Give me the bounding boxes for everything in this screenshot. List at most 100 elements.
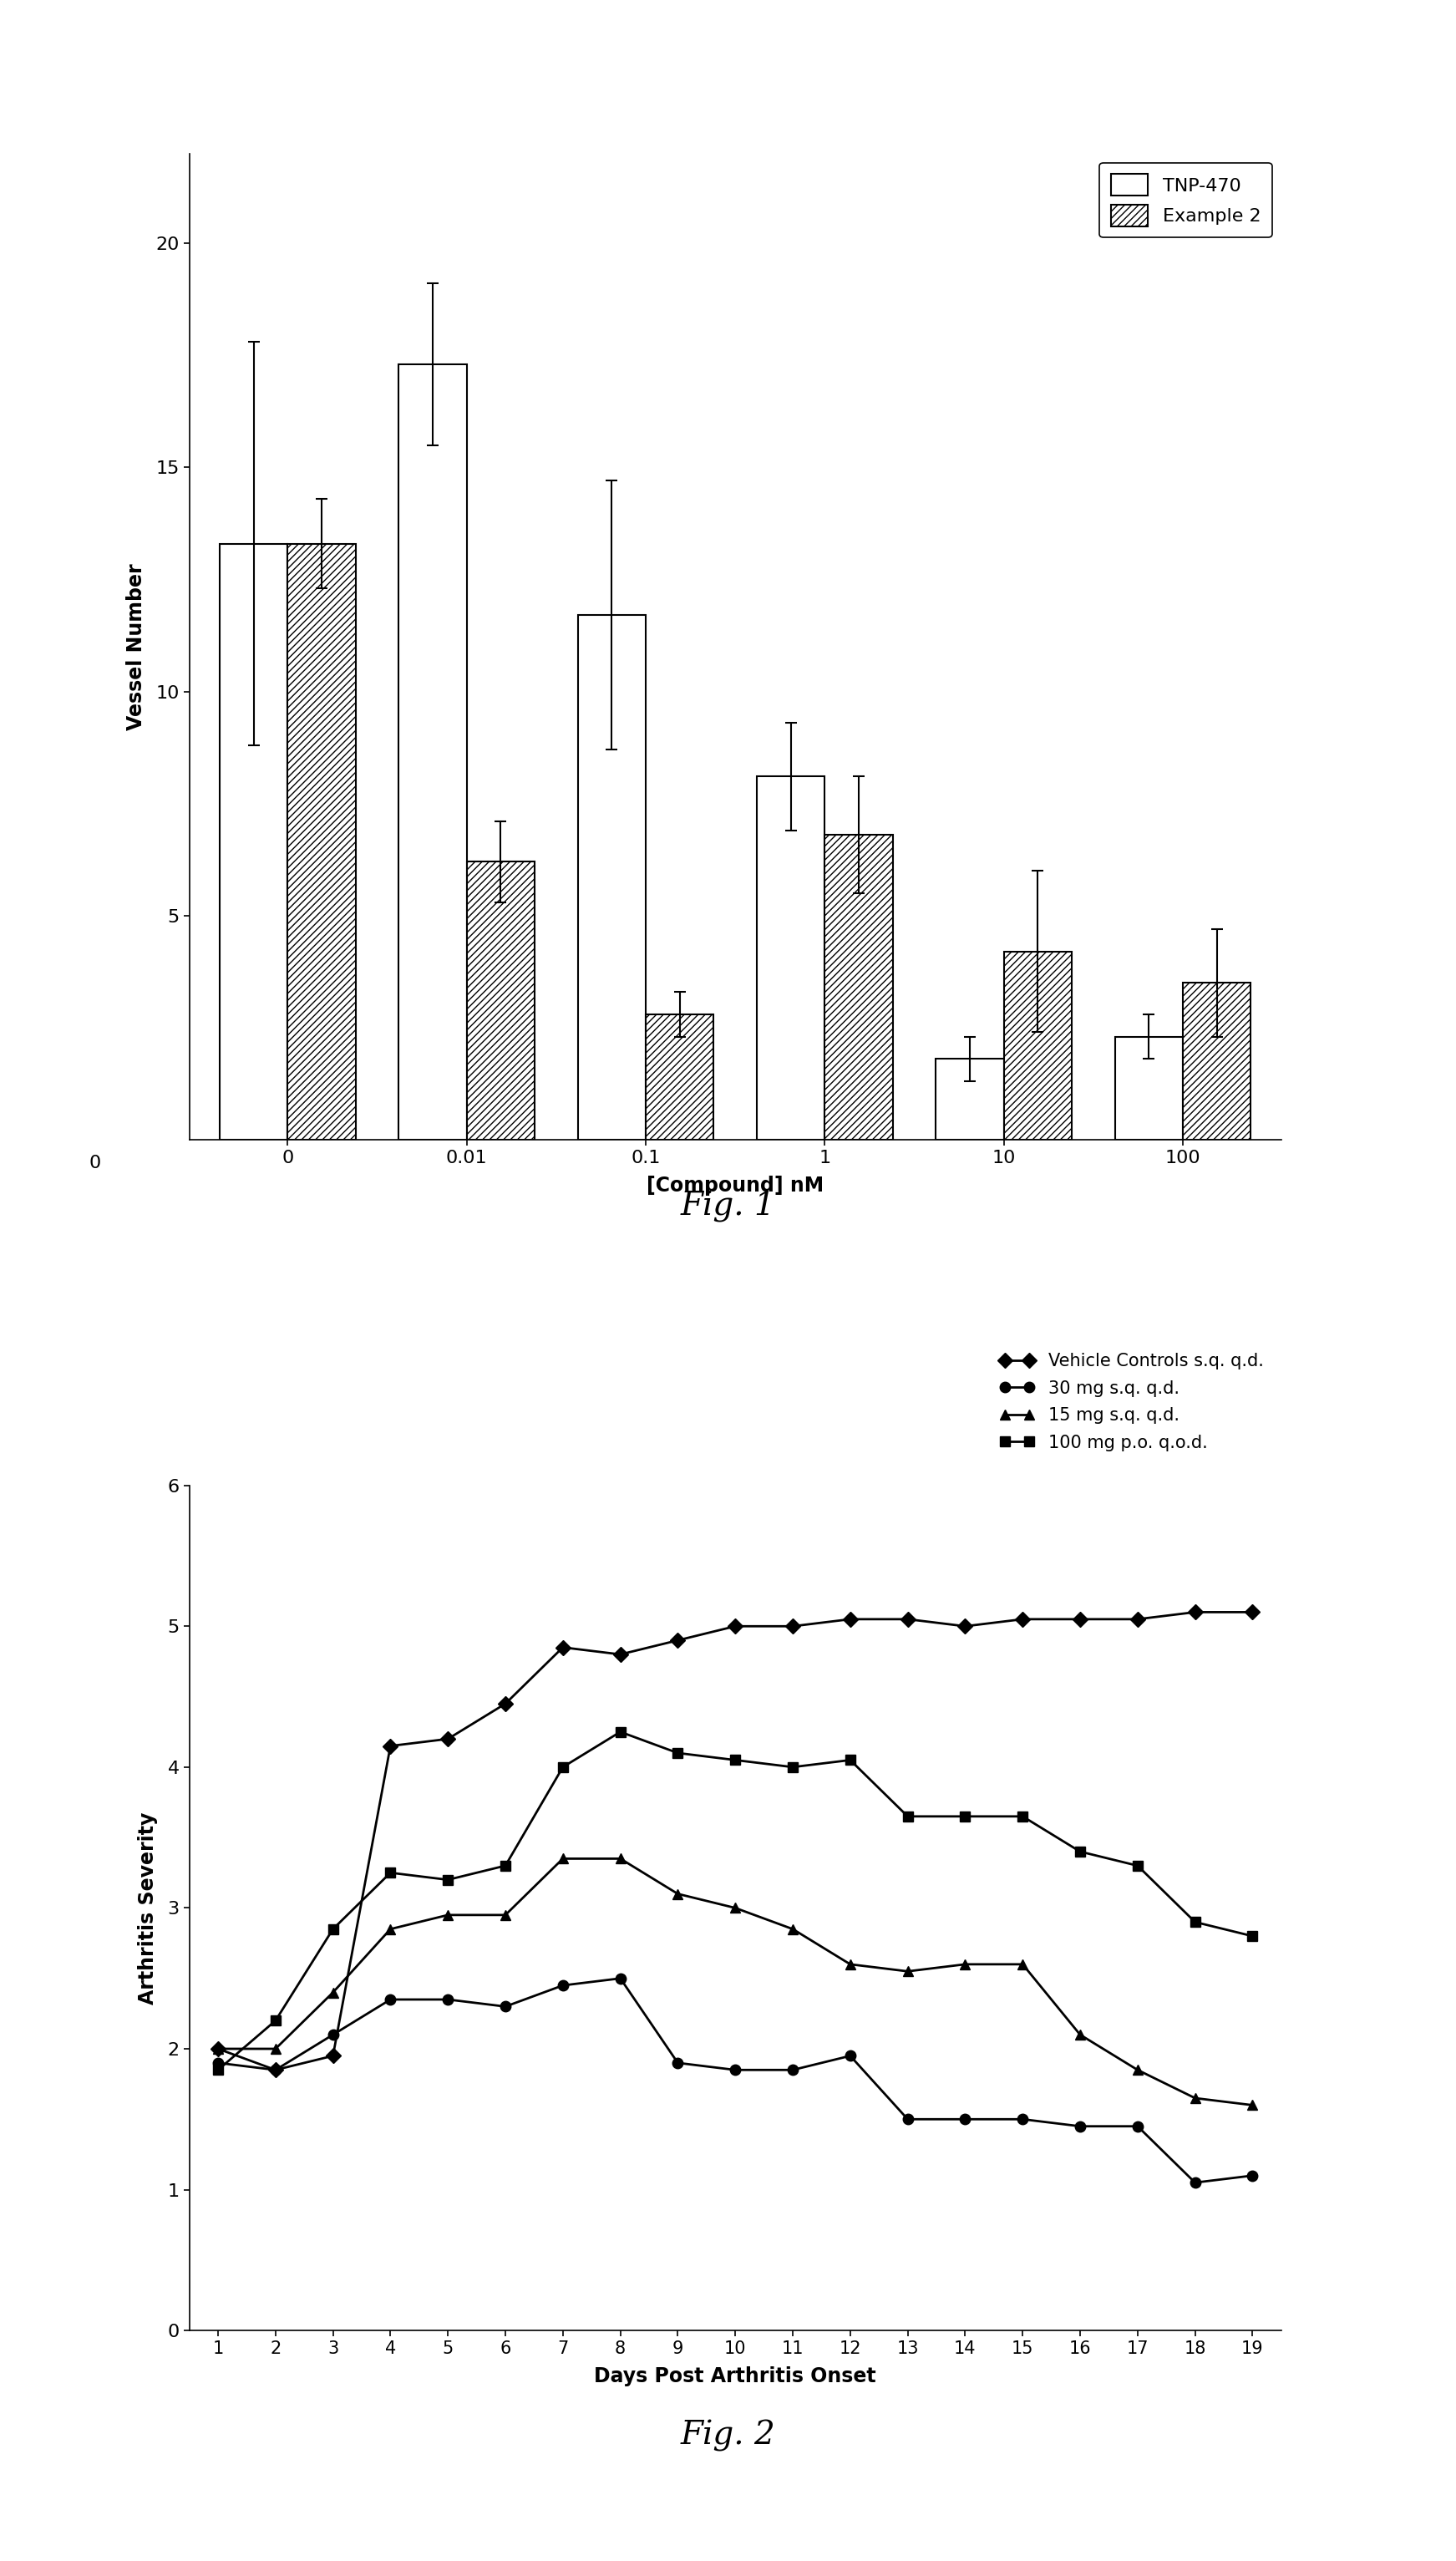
Line: 15 mg s.q. q.d.: 15 mg s.q. q.d. [213,1854,1258,2110]
Vehicle Controls s.q. q.d. [727,1611,744,1642]
15 mg s.q. q.d. [1128,2054,1146,2085]
Legend: Vehicle Controls s.q. q.d., 30 mg s.q. q.d., 15 mg s.q. q.d., 100 mg p.o. q.o.d.: Vehicle Controls s.q. q.d., 30 mg s.q. q… [992,1345,1273,1460]
Vehicle Controls s.q. q.d. [783,1611,801,1642]
Vehicle Controls s.q. q.d. [210,2033,227,2064]
100 mg p.o. q.o.d. [1187,1905,1204,1936]
Line: 100 mg p.o. q.o.d.: 100 mg p.o. q.o.d. [213,1726,1258,2074]
30 mg s.q. q.d. [381,1985,399,2016]
100 mg p.o. q.o.d. [670,1736,687,1767]
100 mg p.o. q.o.d. [612,1716,629,1747]
30 mg s.q. q.d. [783,2054,801,2085]
30 mg s.q. q.d. [957,2103,974,2133]
100 mg p.o. q.o.d. [325,1913,342,1944]
15 mg s.q. q.d. [670,1877,687,1908]
100 mg p.o. q.o.d. [727,1744,744,1775]
30 mg s.q. q.d. [555,1969,572,2000]
Y-axis label: Vessel Number: Vessel Number [127,563,147,730]
30 mg s.q. q.d. [210,2049,227,2080]
Bar [1115,1037,1182,1140]
Y-axis label: Arthritis Severity: Arthritis Severity [138,1811,159,2005]
Bar [578,615,646,1140]
Line: Vehicle Controls s.q. q.d.: Vehicle Controls s.q. q.d. [213,1606,1258,2074]
100 mg p.o. q.o.d. [381,1857,399,1887]
Bar [936,1060,1003,1140]
Line: 30 mg s.q. q.d.: 30 mg s.q. q.d. [213,1972,1258,2187]
Vehicle Controls s.q. q.d. [440,1724,457,1754]
100 mg p.o. q.o.d. [957,1800,974,1831]
15 mg s.q. q.d. [612,1844,629,1875]
Vehicle Controls s.q. q.d. [1072,1603,1089,1634]
Bar [220,543,288,1140]
15 mg s.q. q.d. [842,1949,859,1980]
15 mg s.q. q.d. [957,1949,974,1980]
15 mg s.q. q.d. [1013,1949,1031,1980]
Bar [1182,983,1251,1140]
30 mg s.q. q.d. [1128,2110,1146,2141]
Bar [288,543,355,1140]
Bar [467,860,534,1140]
30 mg s.q. q.d. [727,2054,744,2085]
Bar [1003,950,1072,1140]
100 mg p.o. q.o.d. [496,1849,514,1880]
X-axis label: [Compound] nM: [Compound] nM [646,1175,824,1196]
100 mg p.o. q.o.d. [1072,1836,1089,1867]
X-axis label: Days Post Arthritis Onset: Days Post Arthritis Onset [594,2366,877,2387]
30 mg s.q. q.d. [842,2041,859,2072]
Vehicle Controls s.q. q.d. [957,1611,974,1642]
Bar [399,364,467,1140]
Vehicle Controls s.q. q.d. [496,1688,514,1718]
30 mg s.q. q.d. [670,2049,687,2080]
Vehicle Controls s.q. q.d. [612,1639,629,1670]
15 mg s.q. q.d. [1243,2090,1261,2121]
30 mg s.q. q.d. [266,2054,284,2085]
Vehicle Controls s.q. q.d. [898,1603,916,1634]
30 mg s.q. q.d. [612,1962,629,1992]
Vehicle Controls s.q. q.d. [325,2041,342,2072]
15 mg s.q. q.d. [1187,2082,1204,2113]
100 mg p.o. q.o.d. [1243,1921,1261,1951]
Vehicle Controls s.q. q.d. [1013,1603,1031,1634]
Bar [646,1014,713,1140]
Legend: TNP-470, Example 2: TNP-470, Example 2 [1099,164,1273,238]
30 mg s.q. q.d. [440,1985,457,2016]
100 mg p.o. q.o.d. [440,1864,457,1895]
Vehicle Controls s.q. q.d. [670,1624,687,1654]
100 mg p.o. q.o.d. [898,1800,916,1831]
Vehicle Controls s.q. q.d. [266,2054,284,2085]
30 mg s.q. q.d. [898,2103,916,2133]
100 mg p.o. q.o.d. [555,1752,572,1782]
30 mg s.q. q.d. [325,2018,342,2049]
15 mg s.q. q.d. [210,2033,227,2064]
Text: 0: 0 [89,1155,100,1173]
Text: Fig. 1: Fig. 1 [680,1191,776,1222]
15 mg s.q. q.d. [1072,2018,1089,2049]
100 mg p.o. q.o.d. [783,1752,801,1782]
Vehicle Controls s.q. q.d. [842,1603,859,1634]
100 mg p.o. q.o.d. [210,2054,227,2085]
15 mg s.q. q.d. [898,1957,916,1987]
15 mg s.q. q.d. [440,1900,457,1931]
Vehicle Controls s.q. q.d. [1128,1603,1146,1634]
15 mg s.q. q.d. [555,1844,572,1875]
Vehicle Controls s.q. q.d. [555,1631,572,1662]
30 mg s.q. q.d. [1013,2103,1031,2133]
15 mg s.q. q.d. [496,1900,514,1931]
100 mg p.o. q.o.d. [266,2005,284,2036]
30 mg s.q. q.d. [496,1992,514,2023]
15 mg s.q. q.d. [783,1913,801,1944]
100 mg p.o. q.o.d. [842,1744,859,1775]
Vehicle Controls s.q. q.d. [1187,1598,1204,1629]
100 mg p.o. q.o.d. [1013,1800,1031,1831]
15 mg s.q. q.d. [325,1977,342,2008]
30 mg s.q. q.d. [1187,2167,1204,2197]
Text: Fig. 2: Fig. 2 [680,2420,776,2451]
30 mg s.q. q.d. [1072,2110,1089,2141]
15 mg s.q. q.d. [727,1893,744,1923]
100 mg p.o. q.o.d. [1128,1849,1146,1880]
15 mg s.q. q.d. [266,2033,284,2064]
Vehicle Controls s.q. q.d. [1243,1598,1261,1629]
Vehicle Controls s.q. q.d. [381,1731,399,1762]
30 mg s.q. q.d. [1243,2159,1261,2190]
Bar [757,776,824,1140]
Bar [824,835,893,1140]
